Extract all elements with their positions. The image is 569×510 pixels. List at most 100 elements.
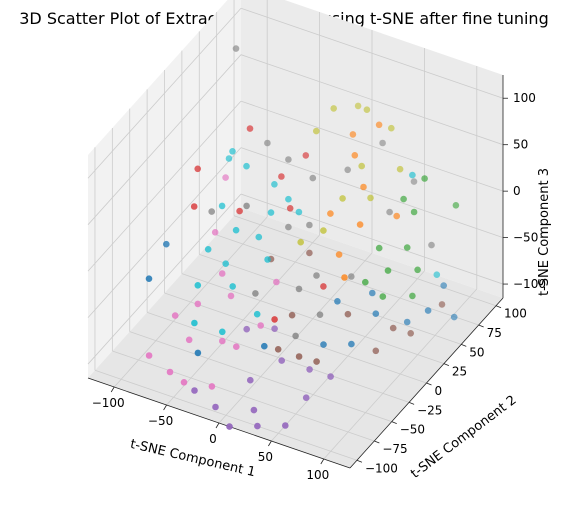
data-point [222,260,229,268]
x-tick-label: 100 [306,468,329,482]
y-tick-label: 25 [452,365,467,379]
data-point [403,244,411,251]
grid-line-z-left [87,54,242,225]
data-point [271,316,278,323]
data-point [264,256,271,263]
data-point [145,275,153,283]
data-point [191,387,198,394]
data-point [320,227,327,234]
x-tick-mark [215,422,220,429]
data-point [246,125,254,132]
data-point [254,422,261,430]
data-point [295,353,303,360]
data-point [400,195,407,203]
data-point [313,127,320,135]
data-point [271,325,278,333]
x-tick-mark [163,404,167,411]
data-point [145,352,153,359]
x-tick-mark [268,440,272,447]
data-point [274,346,282,353]
data-point [320,283,327,290]
y-tick-label: −25 [417,403,442,417]
data-point [351,152,359,159]
grid-line-y-floor [94,369,358,461]
data-point [421,175,428,182]
data-point [313,272,320,279]
data-point [360,183,367,191]
data-point [285,156,292,163]
data-point [282,422,289,429]
z-axis-label: t-SNE Component 3 [537,168,552,296]
grid-line-z-back [240,100,504,192]
x-tick-label: −100 [92,396,125,410]
y-tick-mark [478,324,484,328]
data-point [194,349,202,357]
data-point [295,285,303,293]
data-point [285,223,292,231]
grid-line-y-floor [216,234,479,326]
data-point [190,203,198,210]
data-point [285,195,292,203]
data-point [306,249,313,257]
data-point [306,221,313,229]
grid-line-y-floor [233,215,497,307]
x-tick-label: 0 [209,432,217,446]
data-point [271,181,278,188]
data-point [278,173,285,180]
data-point [393,212,401,220]
data-point [232,45,240,52]
data-point [313,358,320,365]
z-tick-label: 50 [513,138,528,152]
data-point [225,155,233,162]
data-point [341,274,348,281]
data-point [450,313,458,321]
data-points [145,45,460,430]
data-point [226,423,233,430]
data-point [349,131,357,138]
data-point [379,139,386,147]
data-point [354,102,362,110]
data-point [309,174,317,182]
y-tick-mark [426,382,432,386]
data-point [367,194,374,202]
data-point [219,328,226,336]
grid-line-z-back [240,147,504,238]
grid-line-z-left [87,147,242,318]
data-point [348,273,355,280]
data-point [297,238,305,246]
data-point [229,283,236,290]
grid-line-y-floor [112,350,375,442]
y-tick-label: 100 [504,307,527,321]
x-tick-mark [110,386,115,393]
data-point [261,342,268,350]
y-tick-mark [408,401,415,405]
x-tick-label: 50 [258,450,273,464]
data-point [409,171,416,179]
data-point [320,341,327,348]
data-point [407,330,415,337]
data-point [218,202,226,210]
data-point [369,289,376,297]
data-point [208,208,215,215]
data-point [218,270,226,277]
y-tick-mark [391,421,397,425]
data-point [229,148,236,155]
grid-line-z-left [87,100,242,272]
data-point [204,246,212,253]
data-point [236,207,243,215]
data-point [292,332,299,340]
data-point [344,310,352,318]
y-tick-mark [495,305,502,309]
data-point [384,267,392,274]
data-point [356,221,364,228]
y-tick-mark [461,343,467,347]
data-point [389,324,397,332]
data-point [194,300,202,308]
data-point [302,152,310,159]
y-tick-label: −100 [365,461,398,475]
data-point [414,266,421,274]
data-point [243,325,250,333]
data-point [452,202,460,209]
